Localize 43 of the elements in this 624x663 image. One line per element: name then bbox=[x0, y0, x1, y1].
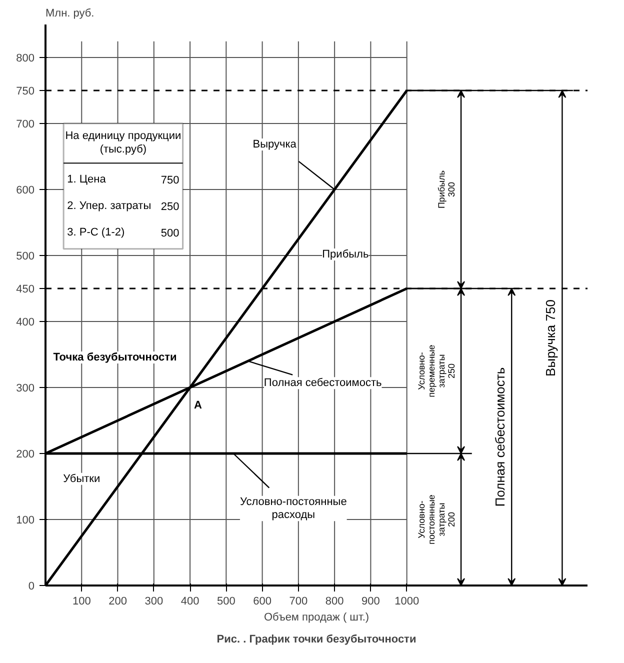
x-axis-title: Объем продаж ( шт.) bbox=[264, 612, 370, 624]
x-tick-label: 600 bbox=[253, 596, 272, 608]
annotation: 2. Упер. затраты bbox=[67, 200, 152, 212]
annotation: 250 bbox=[160, 201, 180, 213]
y-tick-label: 300 bbox=[16, 382, 35, 394]
annotation: 1. Цена bbox=[67, 174, 107, 186]
x-tick-label: 100 bbox=[72, 596, 91, 608]
annotation: Условно-постоянные расходы bbox=[240, 496, 347, 522]
x-tick-label: 200 bbox=[108, 596, 127, 608]
y-tick-label: 800 bbox=[16, 52, 35, 64]
x-tick-label: 1000 bbox=[394, 596, 420, 608]
x-tick-label: 700 bbox=[289, 596, 308, 608]
x-tick-label: 300 bbox=[144, 596, 164, 608]
annotation: 750 bbox=[160, 174, 180, 187]
text: Условно- постоянные затраты 200 bbox=[416, 494, 457, 544]
x-tick-label: 400 bbox=[180, 596, 200, 608]
y-tick-label: 100 bbox=[16, 514, 35, 526]
annotation: Точка безубыточности bbox=[53, 352, 177, 364]
y-tick-label: 700 bbox=[16, 118, 35, 130]
annotation: Полная себестоимость bbox=[264, 377, 382, 390]
y-tick-label: 500 bbox=[16, 250, 35, 262]
annotation: На единицу продукции (тыс.руб) bbox=[65, 130, 182, 156]
text: Условно- переменные затраты 250 bbox=[416, 344, 457, 398]
y-tick-label: 0 bbox=[28, 580, 35, 592]
annotation: 3. Р-С (1-2) bbox=[67, 226, 125, 238]
text: Прибыль 300 bbox=[436, 170, 457, 209]
x-tick-label: 900 bbox=[362, 596, 380, 608]
text: Выручка 750 bbox=[542, 300, 558, 376]
x-tick-label: 500 bbox=[216, 596, 236, 608]
y-tick-label: 200 bbox=[16, 448, 35, 460]
y-tick-label: 750 bbox=[16, 86, 35, 98]
annotation: Выручка bbox=[252, 138, 298, 150]
annotation: 500 bbox=[160, 227, 180, 240]
y-axis-title: Млн. руб. bbox=[46, 8, 94, 20]
y-tick-label: 400 bbox=[16, 316, 35, 328]
x-tick-label: 800 bbox=[325, 596, 344, 608]
annotation: Убытки bbox=[63, 472, 100, 485]
text: Полная себестоимость bbox=[492, 367, 508, 507]
annotation: A bbox=[194, 400, 202, 412]
y-tick-label: 450 bbox=[16, 284, 35, 296]
annotation: Прибыль bbox=[322, 248, 369, 261]
y-tick-label: 600 bbox=[16, 184, 35, 196]
text: Рис. . График точки безубыточности bbox=[216, 634, 416, 646]
